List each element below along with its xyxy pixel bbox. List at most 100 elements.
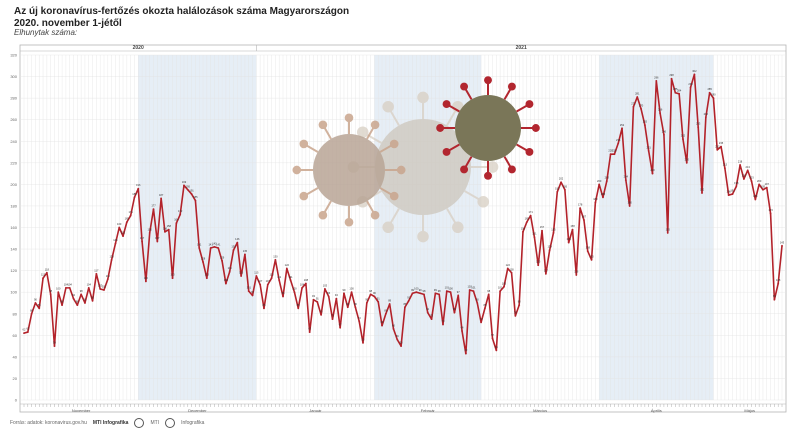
month-label: Március [533, 408, 547, 413]
data-point [419, 292, 422, 295]
data-label: 191 [189, 189, 194, 193]
data-point [324, 288, 326, 290]
y-tick-label: 240 [10, 139, 17, 144]
data-point [278, 279, 281, 282]
data-label: 46 [495, 345, 498, 349]
data-point [312, 298, 315, 301]
data-point [525, 221, 528, 224]
virus-spike-tip [507, 165, 516, 174]
data-label: 210 [650, 168, 655, 172]
data-label: 190 [727, 190, 732, 194]
data-label: 75 [331, 314, 334, 318]
data-point [53, 345, 56, 347]
data-label: 98 [423, 289, 426, 293]
data-point [72, 297, 75, 300]
data-label: 152 [121, 231, 126, 235]
data-point [449, 291, 452, 294]
data-point [663, 133, 665, 136]
data-label: 164 [174, 218, 179, 222]
data-point [487, 293, 490, 296]
data-point [255, 275, 258, 277]
data-point [34, 302, 37, 304]
data-label: 158 [570, 224, 575, 228]
data-label: 98 [80, 289, 83, 293]
data-label: 98 [487, 289, 490, 293]
data-label: 202 [559, 177, 564, 181]
data-label: 122 [285, 263, 290, 267]
data-label: 99 [411, 288, 414, 292]
data-point [670, 77, 673, 80]
data-label: 228 [612, 149, 617, 153]
data-point [464, 352, 467, 355]
data-label: 156 [521, 226, 526, 230]
virus-spike-tip [436, 124, 445, 132]
data-point [442, 323, 444, 326]
virus-spike-tip [525, 100, 534, 109]
data-label: 103 [98, 283, 103, 287]
data-point [285, 267, 288, 270]
virus-spike-tip [318, 120, 328, 130]
data-point [186, 188, 189, 191]
data-label: 107 [266, 279, 271, 283]
data-point [754, 198, 757, 201]
data-label: 180 [627, 200, 632, 204]
data-label: 108 [224, 278, 229, 282]
virus-right [436, 76, 540, 180]
data-point [552, 231, 555, 234]
data-point [659, 112, 662, 115]
data-point [682, 138, 684, 140]
data-point [735, 185, 738, 188]
virus-body [375, 119, 471, 215]
data-label: 186 [753, 194, 758, 198]
data-label: 57 [491, 333, 494, 337]
virus-spike-tip [477, 196, 490, 208]
data-label: 232 [715, 144, 720, 148]
data-label: 142 [212, 241, 217, 245]
data-point [781, 244, 783, 247]
data-label: 157 [540, 225, 545, 229]
data-label: 139 [547, 245, 552, 249]
data-label: 101 [498, 286, 503, 290]
data-label: 99 [343, 288, 346, 292]
data-point [106, 278, 109, 281]
data-point [636, 96, 639, 98]
data-label: 255 [643, 120, 648, 124]
data-label: 111 [289, 275, 293, 279]
data-point [567, 241, 570, 244]
data-point [156, 240, 159, 243]
data-label: 86 [354, 302, 357, 306]
plot-frame [19, 44, 787, 413]
data-point [453, 311, 456, 314]
data-label: 171 [128, 210, 133, 214]
data-point [461, 330, 463, 332]
data-label: 213 [746, 165, 751, 169]
data-point [350, 291, 353, 294]
data-point [87, 286, 90, 289]
data-point [194, 199, 197, 202]
data-label: 252 [620, 123, 625, 127]
y-tick-label: 60 [13, 333, 18, 338]
data-label: 90 [476, 297, 479, 301]
data-point [183, 184, 185, 187]
data-label: 147 [155, 236, 160, 240]
virus-spike-tip [344, 113, 354, 123]
data-point [777, 282, 780, 285]
data-label: 96 [282, 291, 285, 295]
virus-spike-tip [299, 139, 309, 149]
data-label: 67 [339, 322, 342, 326]
data-point [640, 108, 642, 110]
data-point [129, 214, 132, 217]
data-point [727, 194, 730, 197]
y-tick-label: 160 [10, 225, 17, 230]
data-label: 302 [692, 69, 697, 73]
data-point [160, 197, 163, 200]
virus-spike-tip [525, 147, 534, 156]
data-point [38, 307, 41, 310]
data-label: 125 [536, 260, 541, 264]
data-point [609, 153, 612, 156]
data-label: 122 [506, 263, 511, 267]
data-label: 79 [320, 309, 323, 313]
data-label: 200 [757, 179, 762, 183]
data-label: 94 [335, 293, 338, 297]
data-point [320, 313, 323, 316]
